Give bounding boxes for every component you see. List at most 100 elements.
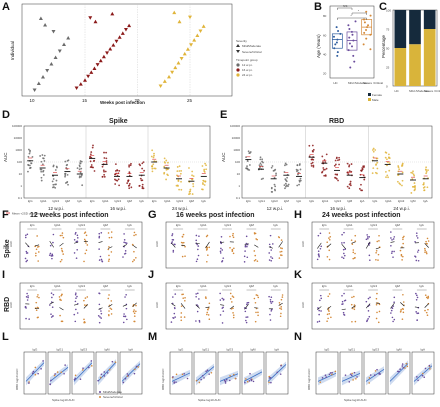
panel-n-point bbox=[344, 374, 347, 376]
panel-l-point bbox=[135, 365, 138, 368]
panel-h-point bbox=[402, 242, 404, 245]
panel-m-point bbox=[195, 379, 198, 382]
panel-f-point bbox=[100, 232, 103, 234]
panel-f-point bbox=[25, 234, 27, 237]
legend-severity-item: Mild/Moderate bbox=[242, 44, 261, 48]
panel-d-point bbox=[40, 179, 43, 182]
panel-g-point bbox=[245, 235, 248, 238]
panel-f-point bbox=[38, 251, 40, 253]
panel-e-point bbox=[310, 158, 313, 161]
panel-a-point bbox=[83, 78, 87, 82]
panel-m-ci-band bbox=[244, 368, 262, 386]
panel-e-point bbox=[324, 161, 327, 163]
panel-j-point bbox=[206, 313, 208, 316]
panel-a-point bbox=[188, 15, 192, 20]
panel-i-median bbox=[108, 304, 113, 308]
panel-d-point bbox=[41, 163, 44, 166]
panel-a-point bbox=[111, 43, 116, 47]
panel-c-ytick: 75 bbox=[386, 28, 390, 32]
panel-j-point bbox=[279, 307, 281, 310]
panel-h-point bbox=[401, 246, 403, 248]
panel-e-point bbox=[287, 183, 290, 186]
panel-i-point bbox=[84, 297, 87, 299]
panel-k-point bbox=[367, 297, 370, 300]
panel-b-sig: NS bbox=[343, 4, 347, 8]
panel-f-point bbox=[59, 260, 62, 263]
panel-n-ci-band bbox=[342, 370, 360, 386]
panel-d-point bbox=[66, 159, 69, 162]
panel-m-point bbox=[208, 373, 210, 375]
panel-d-point bbox=[105, 162, 108, 164]
panel-i-point bbox=[26, 299, 29, 301]
panel-f-point bbox=[51, 257, 53, 260]
panel-j-point bbox=[198, 319, 201, 322]
panel-f-point bbox=[85, 242, 87, 244]
panel-e-point bbox=[298, 183, 300, 186]
panel-e-point bbox=[334, 159, 337, 162]
panel-h-point bbox=[424, 251, 426, 253]
panel-n-point bbox=[421, 372, 424, 375]
panel-g-point bbox=[173, 243, 176, 246]
panel-d-point bbox=[114, 173, 117, 176]
panel-d-point bbox=[201, 165, 204, 167]
panel-e-point bbox=[385, 170, 387, 173]
panel-e-point bbox=[396, 180, 399, 183]
panel-d-point bbox=[151, 167, 154, 170]
panel-d-point bbox=[204, 162, 207, 165]
panel-d-point bbox=[154, 167, 157, 170]
panel-i-point bbox=[110, 313, 113, 315]
panel-i-point bbox=[25, 317, 27, 320]
panel-e-xtick: IgG3 bbox=[398, 199, 405, 203]
panel-e-point bbox=[397, 166, 400, 169]
panel-j-point bbox=[254, 301, 257, 304]
panel-m-facet bbox=[265, 351, 289, 395]
panel-i-ylabel: AUC bbox=[9, 301, 13, 308]
panel-i-point bbox=[135, 304, 137, 307]
panel-e-point bbox=[372, 147, 375, 150]
panel-d-point bbox=[43, 154, 46, 157]
panel-h-median bbox=[351, 241, 356, 244]
panel-d-xtick: IgG3 bbox=[53, 199, 60, 203]
panel-l-point bbox=[114, 361, 117, 363]
panel-e-xtick: IgA bbox=[297, 199, 302, 203]
panel-l-point bbox=[34, 373, 37, 376]
panel-k-point bbox=[330, 316, 332, 319]
panel-h-point bbox=[352, 257, 354, 260]
panel-k-point bbox=[320, 310, 322, 312]
panel-m-facet bbox=[169, 351, 193, 395]
panel-l-point bbox=[42, 360, 44, 362]
panel-m-facet-title: IgG bbox=[179, 348, 185, 352]
panel-h-isotype: IgG1 bbox=[346, 223, 353, 227]
panel-j-point bbox=[246, 302, 249, 304]
panel-n-facet bbox=[411, 351, 435, 395]
panel-e-point bbox=[335, 156, 338, 159]
panel-j-point bbox=[257, 311, 259, 314]
panel-j-point bbox=[245, 316, 247, 318]
panel-b-ylabel: Age (Years) bbox=[316, 34, 321, 58]
panel-f-point bbox=[98, 232, 101, 235]
panel-d-point bbox=[205, 164, 207, 167]
panel-f-point bbox=[108, 246, 110, 248]
panel-e-xtick: IgM bbox=[411, 199, 417, 203]
panel-a-point bbox=[57, 49, 62, 53]
panel-k-point bbox=[353, 308, 356, 311]
panel-a-xtick: 10 bbox=[30, 98, 36, 103]
panel-j-point bbox=[281, 294, 284, 296]
panel-h-isotype: IgG3 bbox=[371, 223, 378, 227]
panel-e-point bbox=[312, 148, 315, 151]
panel-d-point bbox=[90, 151, 93, 153]
panel-k-point bbox=[367, 318, 369, 320]
panel-b-sig: * bbox=[358, 9, 360, 13]
panel-f-point bbox=[85, 249, 88, 251]
legend-timepoint-dot bbox=[236, 68, 240, 72]
panel-k-point bbox=[342, 303, 344, 305]
panel-n-point bbox=[356, 376, 358, 378]
panel-a-point bbox=[114, 39, 119, 44]
panel-j-point bbox=[206, 311, 209, 314]
panel-d-point bbox=[191, 170, 194, 173]
panel-e-xtick: IgG3 bbox=[335, 199, 342, 203]
panel-d-point bbox=[103, 151, 105, 154]
panel-m-point bbox=[268, 377, 271, 379]
panel-f-point bbox=[124, 250, 127, 252]
panel-k-point bbox=[328, 293, 331, 295]
